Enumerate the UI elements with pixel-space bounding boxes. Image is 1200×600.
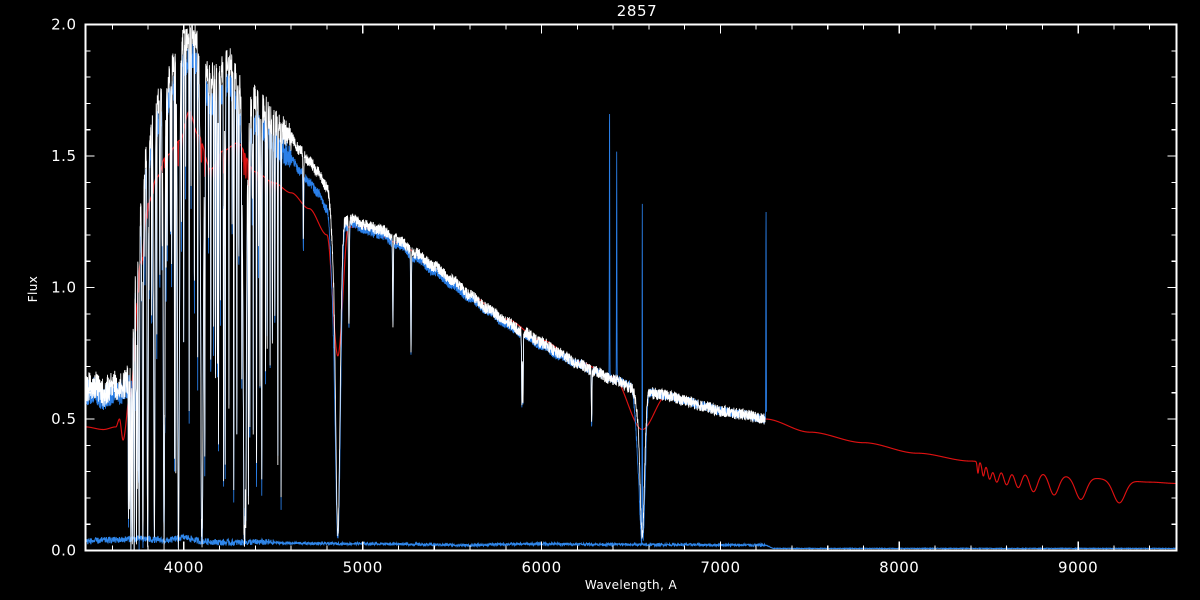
y-tick-label: 1.5	[51, 147, 76, 165]
axis-ticks	[85, 23, 1177, 552]
series-observed-spectrum	[85, 23, 766, 551]
x-tick-label: 6000	[521, 559, 561, 577]
x-tick-label: 9000	[1058, 559, 1098, 577]
data-series-layer	[84, 23, 1178, 552]
page-title: 2857	[617, 2, 658, 20]
y-tick-label: 0.5	[51, 410, 76, 428]
x-tick-label: 7000	[700, 559, 740, 577]
x-tick-label: 4000	[164, 559, 204, 577]
series-error-spectrum	[85, 533, 1177, 550]
y-tick-label: 0.0	[51, 542, 76, 560]
x-axis-label: Wavelength, A	[585, 578, 678, 592]
y-tick-label: 2.0	[51, 16, 76, 34]
y-axis-tick-labels: 0.0 0.5 1.0 1.5 2.0	[51, 16, 76, 560]
x-tick-label: 5000	[343, 559, 383, 577]
y-axis-label: Flux	[26, 276, 40, 303]
axes-frame-layer: 4000 5000 6000 7000 8000 9000 0.0 0.5 1.0 1.5 2.0	[51, 16, 1178, 577]
y-tick-label: 1.0	[51, 279, 76, 297]
x-tick-label: 8000	[879, 559, 919, 577]
x-axis-tick-labels: 4000 5000 6000 7000 8000 9000	[164, 559, 1098, 577]
